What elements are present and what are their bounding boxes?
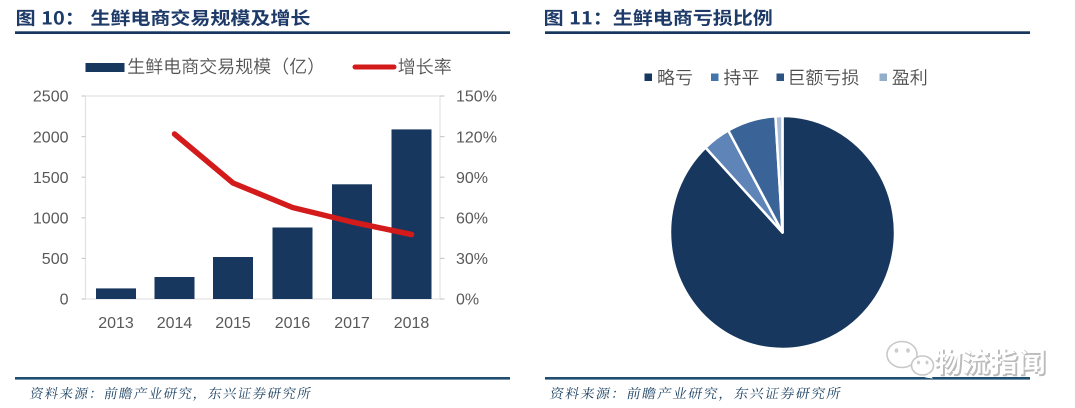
svg-text:2015: 2015 xyxy=(215,315,251,332)
svg-text:2018: 2018 xyxy=(394,315,430,332)
svg-text:1000: 1000 xyxy=(33,211,69,228)
svg-text:90%: 90% xyxy=(456,170,488,187)
svg-text:30%: 30% xyxy=(456,251,488,268)
svg-text:1500: 1500 xyxy=(33,170,69,187)
svg-text:0%: 0% xyxy=(456,292,479,309)
svg-text:2017: 2017 xyxy=(334,315,370,332)
svg-text:0: 0 xyxy=(60,292,69,309)
svg-text:500: 500 xyxy=(42,251,69,268)
svg-text:120%: 120% xyxy=(456,129,497,146)
svg-text:2016: 2016 xyxy=(275,315,311,332)
svg-text:2000: 2000 xyxy=(33,129,69,146)
svg-text:150%: 150% xyxy=(456,89,497,106)
svg-text:2014: 2014 xyxy=(157,315,193,332)
svg-text:2500: 2500 xyxy=(33,89,69,106)
svg-text:60%: 60% xyxy=(456,211,488,228)
svg-text:2013: 2013 xyxy=(98,315,134,332)
